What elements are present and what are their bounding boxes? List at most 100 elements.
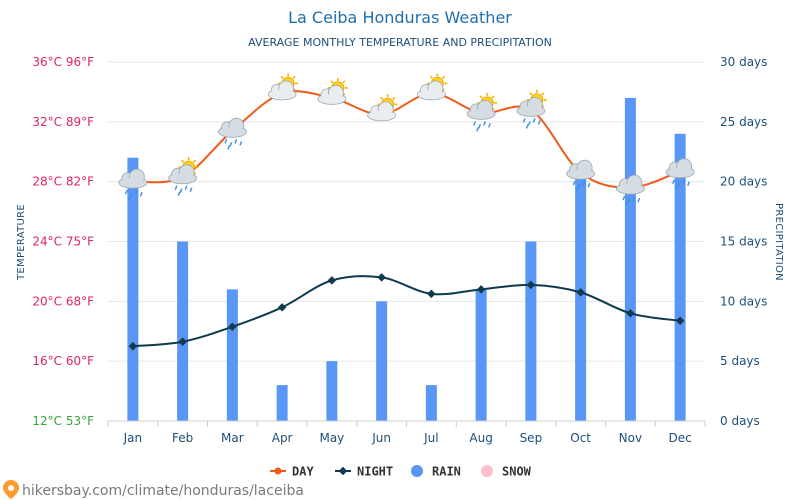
raindrop [677, 182, 680, 187]
right-tick-label: 5 days [720, 354, 760, 368]
sun-cloud-rain-icon [516, 89, 547, 129]
right-tick-label: 20 days [720, 175, 767, 189]
cloud-icon [665, 158, 695, 179]
cloud-fill [468, 109, 495, 119]
sun-ray [379, 96, 384, 100]
raindrop [179, 188, 183, 193]
cloud-fill [119, 178, 146, 188]
cloud-fill [269, 89, 296, 99]
raindrop [129, 192, 133, 198]
grid-lines [108, 61, 705, 422]
legend-night-marker [338, 466, 348, 476]
cloud-rain-icon [566, 159, 596, 192]
sun-ray [180, 159, 185, 163]
legend-label: DAY [292, 465, 314, 479]
left-tick-label: 32°C 89°F [32, 115, 94, 129]
rain-bar [376, 301, 388, 421]
raindrop [473, 121, 476, 126]
raindrop [229, 142, 233, 147]
raindrop [675, 185, 678, 190]
cloud-icon [416, 80, 446, 101]
sun-ray [292, 75, 296, 80]
raindrop [682, 179, 685, 184]
sun-ray [541, 92, 545, 96]
legend: DAY NIGHT RAIN SNOW [270, 465, 532, 479]
raindrop [627, 198, 631, 204]
legend-night: NIGHT [335, 465, 393, 479]
raindrop [687, 181, 690, 186]
raindrop [522, 118, 526, 123]
sun-ray [529, 92, 533, 96]
night-line [132, 275, 681, 348]
cloud-icon [118, 168, 148, 189]
cloud-fill [617, 184, 644, 194]
night-point [427, 289, 436, 299]
raindrop [622, 195, 626, 201]
weather-icons [118, 73, 695, 207]
legend-day: DAY [270, 465, 314, 479]
map-pin-icon [3, 480, 19, 499]
x-tick-label: Jul [423, 431, 438, 445]
sun-cloud-icon [367, 94, 398, 122]
raindrop [189, 187, 193, 192]
sun-cloud-icon [317, 77, 348, 105]
raindrop [572, 180, 576, 186]
temperature-lines [128, 90, 685, 351]
rain-bar [127, 157, 139, 421]
cloud-fill [567, 169, 594, 179]
cloud-fill [219, 127, 246, 137]
rain-bar [624, 97, 636, 422]
raindrop [134, 189, 138, 195]
sun-cloud-icon [267, 73, 299, 101]
raindrop [527, 121, 531, 126]
raindrops-icon [522, 118, 541, 129]
axes: 36°C 96°F 32°C 89°F 28°C 82°F 24°C 75°F 20°C… [32, 55, 767, 445]
cloud-rain-icon [615, 174, 645, 207]
footer-url[interactable]: hikersbay.com/climate/honduras/laceiba [22, 483, 304, 499]
cloud-fill [169, 173, 196, 183]
sun-ray [342, 80, 346, 84]
right-tick-label: 0 days [720, 414, 760, 428]
sun-ray [392, 96, 396, 100]
left-tick-label: 12°C 53°F [32, 414, 94, 428]
night-point [327, 276, 337, 285]
sun-cloud-rain-icon [466, 92, 498, 132]
night-point [675, 316, 685, 326]
night-point [128, 341, 138, 351]
raindrop [637, 197, 641, 203]
raindrop [127, 195, 131, 201]
cloud-icon [566, 159, 596, 180]
raindrops-icon [572, 180, 591, 192]
raindrop [177, 191, 181, 196]
right-tick-label: 15 days [720, 235, 767, 249]
right-axis-label: PRECIPITATION [773, 203, 784, 281]
cloud-icon [367, 101, 397, 122]
legend-rain-marker [411, 465, 423, 477]
sun-cloud-rain-icon [168, 157, 199, 196]
raindrop [124, 189, 128, 195]
cloud-rain-icon [118, 168, 148, 201]
cloud-fill [517, 106, 544, 116]
x-tick-label: Dec [669, 431, 692, 445]
raindrop [184, 185, 188, 190]
rain-bar [475, 289, 487, 421]
left-tick-label: 24°C 75°F [32, 235, 94, 249]
right-tick-label: 30 days [720, 55, 767, 69]
chart-title: La Ceiba Honduras Weather [288, 8, 512, 27]
rain-bar [326, 361, 338, 421]
night-point [526, 280, 536, 290]
cloud-icon [615, 174, 645, 195]
cloud-icon [217, 117, 247, 138]
legend-snow-marker [481, 465, 493, 477]
raindrop [625, 201, 629, 207]
sun-ray [193, 159, 197, 163]
raindrop [174, 185, 178, 190]
cloud-fill [667, 167, 694, 177]
raindrop [632, 195, 636, 201]
night-point [576, 288, 585, 297]
night-point [228, 322, 237, 332]
cloud-fill [368, 110, 395, 120]
x-tick-label: Mar [221, 431, 244, 445]
cloud-icon [267, 80, 297, 101]
